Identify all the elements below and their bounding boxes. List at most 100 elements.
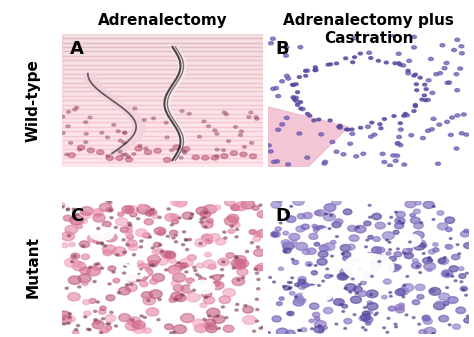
Circle shape (99, 309, 106, 314)
Circle shape (432, 206, 435, 208)
Circle shape (389, 292, 392, 294)
Circle shape (408, 248, 413, 251)
Circle shape (428, 57, 433, 61)
Ellipse shape (318, 228, 338, 239)
Circle shape (396, 52, 401, 55)
Circle shape (106, 295, 115, 301)
Circle shape (154, 227, 166, 235)
Circle shape (165, 136, 169, 139)
Circle shape (78, 145, 85, 150)
Bar (62, 69, 263, 74)
Circle shape (64, 215, 72, 221)
Circle shape (376, 60, 381, 62)
Circle shape (182, 212, 193, 219)
Circle shape (193, 319, 206, 328)
Circle shape (422, 94, 427, 97)
Circle shape (328, 119, 332, 122)
Circle shape (182, 147, 190, 151)
Circle shape (285, 212, 288, 213)
Circle shape (272, 316, 281, 322)
Circle shape (135, 146, 142, 151)
Circle shape (130, 212, 137, 217)
Circle shape (123, 272, 126, 274)
Circle shape (207, 308, 220, 317)
Circle shape (276, 302, 282, 306)
Circle shape (328, 228, 331, 229)
Circle shape (403, 252, 406, 254)
Circle shape (322, 162, 327, 165)
Circle shape (426, 98, 430, 101)
Circle shape (374, 314, 377, 316)
Circle shape (168, 258, 176, 263)
Circle shape (84, 121, 88, 124)
Circle shape (236, 259, 249, 268)
Circle shape (279, 222, 282, 224)
Circle shape (137, 264, 149, 271)
Circle shape (171, 199, 181, 206)
Circle shape (215, 148, 219, 151)
Circle shape (118, 314, 131, 321)
Circle shape (456, 307, 465, 313)
Circle shape (325, 213, 328, 215)
Circle shape (208, 315, 211, 317)
Bar (62, 91, 263, 96)
Circle shape (369, 135, 374, 138)
Circle shape (92, 264, 102, 270)
Circle shape (396, 248, 399, 250)
Circle shape (438, 71, 443, 75)
Circle shape (312, 224, 317, 228)
Circle shape (161, 251, 171, 257)
Circle shape (212, 275, 221, 280)
Circle shape (87, 148, 94, 153)
Circle shape (145, 150, 152, 155)
Circle shape (221, 154, 228, 158)
Circle shape (336, 236, 338, 238)
Circle shape (283, 242, 294, 250)
Circle shape (314, 242, 319, 246)
Circle shape (68, 316, 71, 318)
Circle shape (432, 218, 435, 220)
Circle shape (458, 67, 463, 70)
Circle shape (235, 236, 238, 238)
Circle shape (211, 155, 219, 160)
Circle shape (273, 281, 275, 283)
Circle shape (206, 326, 217, 333)
Circle shape (73, 330, 79, 335)
Circle shape (393, 159, 398, 162)
Circle shape (346, 257, 356, 264)
Circle shape (194, 269, 197, 272)
Circle shape (204, 252, 211, 257)
Circle shape (293, 98, 297, 101)
Circle shape (93, 209, 104, 216)
Circle shape (246, 250, 249, 253)
Ellipse shape (298, 60, 419, 127)
Circle shape (237, 279, 240, 281)
Circle shape (126, 264, 129, 266)
Circle shape (367, 252, 373, 256)
Circle shape (283, 248, 291, 253)
Circle shape (462, 288, 465, 290)
Circle shape (114, 325, 118, 327)
Polygon shape (268, 107, 348, 167)
Circle shape (284, 250, 287, 252)
Bar (62, 60, 263, 65)
Circle shape (73, 255, 76, 257)
Circle shape (71, 219, 80, 225)
Circle shape (305, 69, 310, 72)
Circle shape (409, 134, 414, 137)
Circle shape (446, 227, 452, 232)
Circle shape (291, 84, 295, 86)
Circle shape (220, 269, 224, 271)
Circle shape (105, 315, 116, 322)
Circle shape (232, 205, 239, 210)
Circle shape (437, 211, 444, 215)
Circle shape (148, 236, 152, 238)
Circle shape (451, 275, 454, 277)
Circle shape (299, 101, 302, 103)
Circle shape (337, 125, 341, 128)
Circle shape (61, 115, 65, 118)
Circle shape (391, 154, 396, 157)
Circle shape (315, 210, 325, 216)
Circle shape (359, 316, 367, 321)
Circle shape (170, 230, 178, 236)
